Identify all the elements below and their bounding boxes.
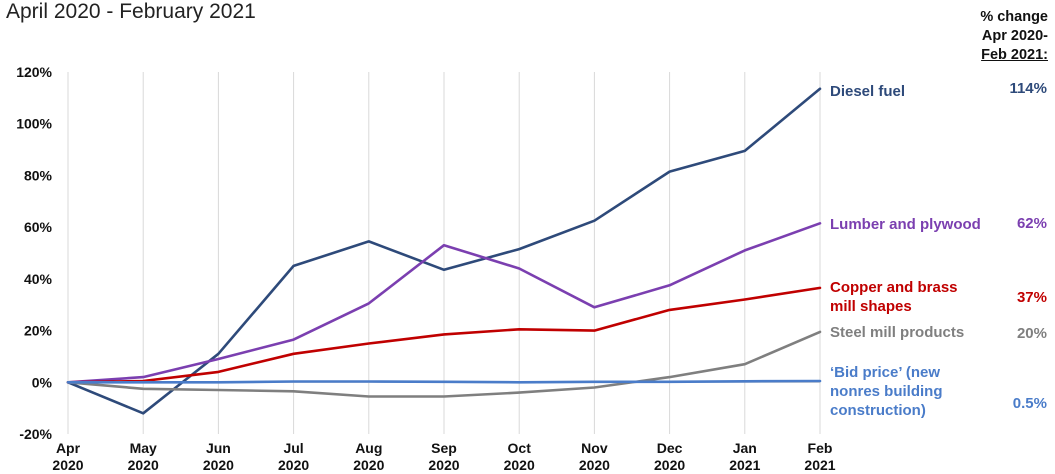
series-label-line: Steel mill products — [830, 324, 965, 341]
series-label: Lumber and plywood — [830, 215, 981, 234]
series-label-line: Diesel fuel — [830, 83, 906, 100]
x-tick-label: Sep 2020 — [428, 440, 459, 473]
y-tick-label: 120% — [16, 64, 52, 80]
x-tick-label: Aug 2020 — [353, 440, 384, 473]
percent-change-value: 20% — [1016, 325, 1047, 342]
chart-subtitle: April 2020 - February 2021 — [6, 0, 256, 23]
y-tick-label: 40% — [24, 271, 53, 287]
percent-change-header-line: Feb 2021: — [981, 47, 1048, 63]
grid-lines — [67, 72, 821, 434]
percent-change-header-line: % change — [980, 9, 1048, 25]
x-tick-label: Oct 2020 — [504, 440, 535, 473]
series-lines — [66, 87, 822, 415]
x-tick-label: Nov 2020 — [579, 440, 610, 473]
percent-change-value: 114% — [1009, 80, 1047, 97]
x-tick-label: Jan 2021 — [729, 440, 760, 473]
x-tick-label: Jul 2020 — [278, 440, 309, 473]
x-tick-label: Dec 2020 — [654, 440, 685, 473]
y-tick-label: 20% — [24, 323, 53, 339]
percent-change-header-line: Apr 2020- — [981, 28, 1048, 44]
y-tick-label: 60% — [24, 219, 53, 235]
series-line — [66, 222, 822, 384]
percent-change-value: 62% — [1016, 215, 1047, 232]
y-tick-label: 80% — [24, 167, 53, 183]
x-tick-label: Jun 2020 — [203, 440, 234, 473]
x-tick-label: Apr 2020 — [52, 440, 83, 473]
x-axis-tick-labels: Apr 2020 May 2020 Jun 2020 Jul 2020 Aug 2020 Sep 20… — [52, 440, 835, 473]
x-tick-label: Feb 2021 — [804, 440, 835, 473]
series-label-line: nonres building — [830, 383, 943, 400]
series-label: Copper and brass mill shapes — [830, 278, 958, 316]
series-label-line: Lumber and plywood — [830, 216, 981, 233]
percent-change-value: 0.5% — [1012, 395, 1047, 412]
series-label: Steel mill products — [830, 323, 964, 342]
y-axis-tick-labels: -20% 0% 20% 40% 60% 80% 100% 120% — [16, 64, 52, 442]
y-tick-label: -20% — [19, 426, 52, 442]
percent-change-header: % change Apr 2020- Feb 2021: — [958, 8, 1048, 65]
series-label-line: ‘Bid price’ (new — [830, 364, 941, 381]
series-label-line: construction) — [830, 402, 926, 419]
x-tick-label: May 2020 — [128, 440, 159, 473]
series-line — [66, 379, 822, 384]
series-label: Diesel fuel — [830, 82, 905, 101]
series-line — [66, 330, 822, 398]
percent-change-value: 37% — [1016, 289, 1047, 306]
y-tick-label: 0% — [32, 374, 53, 390]
series-line — [66, 286, 822, 384]
series-label-line: mill shapes — [830, 298, 912, 315]
series-label-line: Copper and brass — [830, 279, 958, 296]
series-label: ‘Bid price’ (new nonres building construct… — [830, 363, 943, 420]
y-tick-label: 100% — [16, 116, 52, 132]
